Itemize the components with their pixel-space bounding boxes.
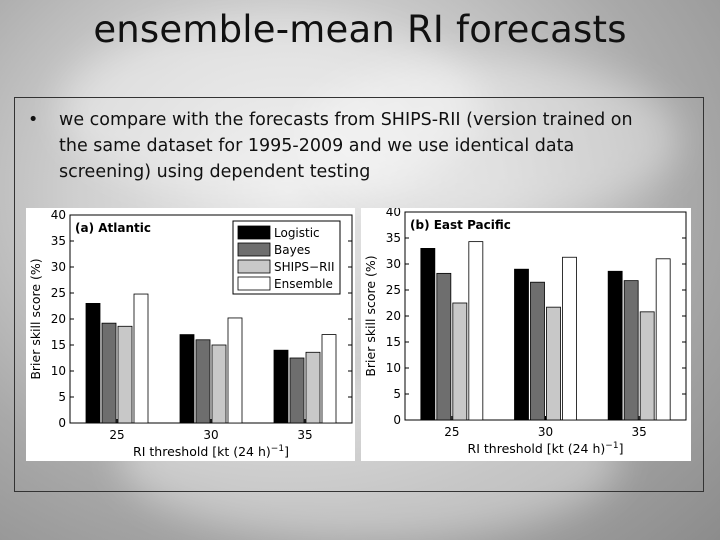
bar-logistic (607, 270, 623, 421)
bar-bayes (530, 281, 545, 421)
bar-ships-rii (639, 311, 655, 421)
x-tick-label: 35 (297, 428, 312, 442)
chart-east-pacific: 0 5 10 15 20 25 30 35 40 25 30 35 (b) East Pacific Br… (363, 205, 687, 456)
x-tick-label: 30 (538, 425, 553, 439)
bar-ensemble (227, 317, 243, 424)
y-tick-label: 40 (51, 208, 66, 222)
bar-logistic (514, 268, 529, 421)
bullet-dot-icon: • (28, 110, 39, 130)
x-axis-label: RI threshold [kt (24 h)−1] (133, 444, 289, 459)
bar-logistic (420, 248, 436, 421)
bar-ships-rii (305, 351, 321, 424)
bar-bayes (436, 272, 452, 421)
bar-logistic (273, 349, 289, 424)
content-frame (14, 97, 704, 492)
y-tick-label: 30 (386, 257, 401, 271)
x-tick-label: 35 (632, 425, 647, 439)
y-tick-label: 25 (386, 283, 401, 297)
y-tick-label: 0 (393, 413, 401, 427)
x-tick-label: 25 (109, 428, 124, 442)
bar-ships-rii (211, 344, 227, 424)
legend-swatch (237, 259, 271, 274)
legend-label: Ensemble (274, 277, 333, 291)
legend-label: SHIPS−RII (274, 260, 335, 274)
y-tick-label: 5 (58, 390, 66, 404)
y-tick-label: 10 (51, 364, 66, 378)
x-tick-label: 25 (444, 425, 459, 439)
y-tick-label: 0 (58, 416, 66, 430)
y-tick-label: 35 (386, 231, 401, 245)
legend-swatch (237, 242, 271, 257)
y-tick-label: 40 (386, 208, 401, 219)
plot-area (404, 211, 687, 421)
bar-ships-rii (117, 325, 133, 424)
bar-ensemble (468, 241, 484, 421)
chart-atlantic: 0 5 10 15 20 25 30 35 40 25 30 35 (a) Atlantic Brier … (28, 208, 353, 459)
bar-bayes (195, 339, 211, 424)
bar-ensemble (562, 256, 577, 421)
chart-title: (b) East Pacific (410, 218, 511, 232)
bar-ensemble (321, 334, 337, 424)
y-axis-label: Brier skill score (%) (363, 255, 378, 376)
y-axis-label: Brier skill score (%) (28, 258, 43, 379)
bullet-item: • we compare with the forecasts from SHI… (28, 107, 640, 185)
y-tick-label: 20 (386, 309, 401, 323)
y-tick-label: 30 (51, 260, 66, 274)
bar-ensemble (133, 293, 149, 424)
bullet-text: we compare with the forecasts from SHIPS… (59, 110, 633, 182)
bar-ensemble (655, 258, 671, 421)
bar-logistic (179, 334, 195, 424)
bar-ships-rii (452, 302, 468, 421)
bar-bayes (623, 280, 639, 421)
y-tick-label: 10 (386, 361, 401, 375)
legend-swatch (237, 225, 271, 240)
x-tick-label: 30 (203, 428, 218, 442)
y-tick-label: 25 (51, 286, 66, 300)
y-tick-label: 20 (51, 312, 66, 326)
legend-label: Bayes (274, 243, 310, 257)
y-tick-label: 15 (51, 338, 66, 352)
background-cloud (300, 60, 680, 220)
x-axis-label: RI threshold [kt (24 h)−1] (468, 441, 624, 456)
bar-bayes (101, 322, 117, 424)
bar-bayes (289, 357, 305, 424)
y-tick-label: 15 (386, 335, 401, 349)
chart-panel-east-pacific: 0 5 10 15 20 25 30 35 40 25 30 35 (b) East Pacific Br… (361, 205, 691, 461)
legend-label: Logistic (274, 226, 320, 240)
y-tick-label: 35 (51, 234, 66, 248)
y-tick-label: 5 (393, 387, 401, 401)
bar-ships-rii (546, 306, 561, 421)
bar-logistic (85, 303, 101, 424)
chart-title: (a) Atlantic (75, 221, 151, 235)
background-cloud (60, 20, 480, 200)
slide-title: ensemble-mean RI forecasts (93, 8, 627, 51)
chart-panel-atlantic: 0 5 10 15 20 25 30 35 40 25 30 35 (a) Atlantic Brier … (26, 208, 355, 461)
legend-swatch (237, 276, 271, 291)
